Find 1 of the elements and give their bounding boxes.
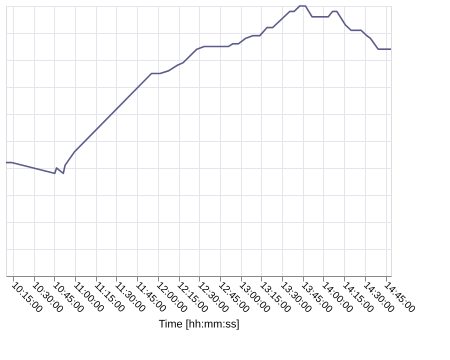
x-axis-title: Time [hh:mm:ss] xyxy=(158,318,240,331)
